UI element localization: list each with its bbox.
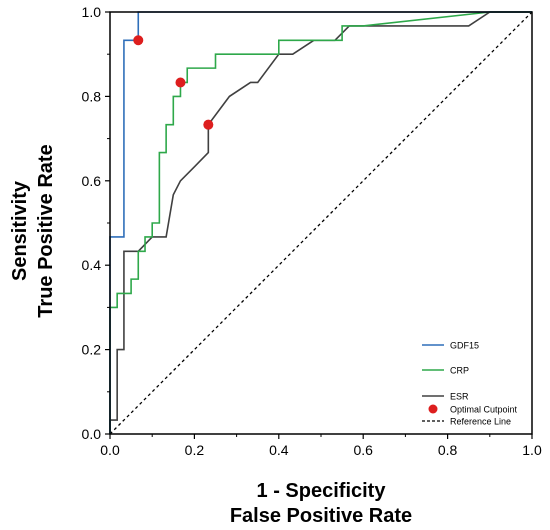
x-tick-label: 0.6: [353, 442, 373, 458]
series-line-crp: [109, 11, 532, 434]
x-tick-label: 0.2: [185, 442, 205, 458]
y-tick-label: 0.6: [82, 173, 102, 189]
y-axis-title-line-1: Sensitivity: [9, 180, 31, 281]
legend-item-crp: CRP: [422, 366, 469, 376]
legend-item-esr: ESR: [422, 392, 469, 402]
x-axis-title-line-2: False Positive Rate: [230, 505, 412, 527]
x-tick-label: 1.0: [522, 442, 542, 458]
y-tick-label: 0.0: [82, 426, 102, 442]
legend-item-gdf15: GDF15: [422, 341, 479, 351]
legend-item-optimal-cutpoint: Optimal Cutpoint: [428, 404, 518, 415]
legend-label-crp: CRP: [450, 366, 469, 376]
series-line-esr: [109, 11, 532, 434]
x-tick-label: 0.8: [438, 442, 458, 458]
ticks-layer: 0.0 0.2 0.4 0.6 0.8 1.0 0.0 0.2 0.4 0.6 0.8 1.0: [82, 4, 542, 458]
y-tick-label: 0.8: [82, 88, 102, 104]
axis-titles-layer: 1 - Specificity False Positive Rate Sensit…: [9, 144, 412, 527]
y-axis-title-line-2: True Positive Rate: [35, 144, 57, 317]
legend-item-reference-line: Reference Line: [422, 417, 511, 427]
x-tick-label: 0.0: [100, 442, 120, 458]
cutpoints-layer: [133, 35, 214, 130]
legend-label-esr: ESR: [450, 392, 469, 402]
optimal-cutpoint-3: [203, 119, 214, 130]
legend-label-reference-line: Reference Line: [450, 417, 511, 427]
legend-swatch-optimal-cutpoint: [428, 404, 438, 414]
y-tick-label: 1.0: [82, 4, 102, 20]
x-axis-title-line-1: 1 - Specificity: [257, 480, 387, 502]
optimal-cutpoint-1: [133, 35, 144, 46]
y-tick-label: 0.2: [82, 342, 102, 358]
y-tick-label: 0.4: [82, 257, 102, 273]
x-tick-label: 0.4: [269, 442, 289, 458]
optimal-cutpoint-2: [175, 77, 186, 88]
legend-label-gdf15: GDF15: [450, 341, 479, 351]
legend-label-optimal-cutpoint: Optimal Cutpoint: [450, 405, 518, 415]
legend: GDF15 CRP ESR Optimal Cutpoint Reference Lin…: [422, 341, 518, 427]
